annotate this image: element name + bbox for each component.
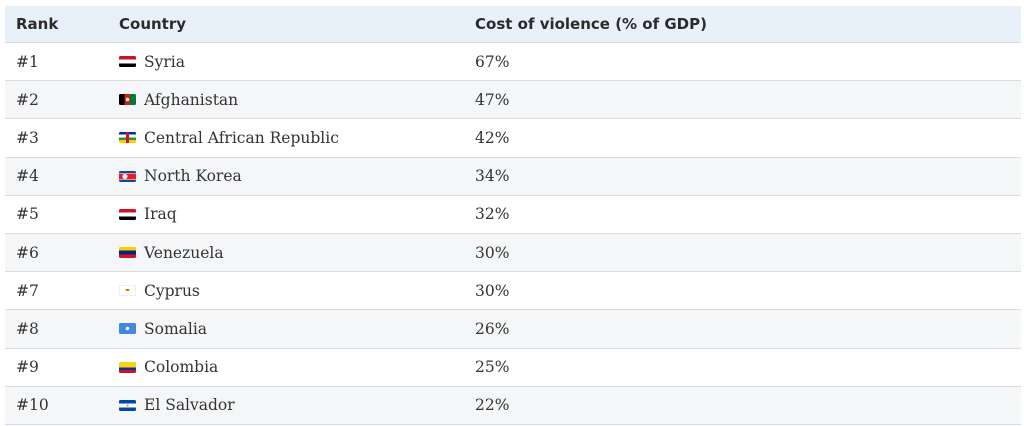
rank-cell: #7 — [16, 281, 39, 300]
rank-cell: #1 — [16, 52, 39, 71]
country-cell: Somalia — [119, 320, 475, 338]
country-cell: Cyprus — [119, 282, 475, 300]
table-body: #1 Syria 67% #2 Afghanistan 47% #3 Central Afri… — [5, 43, 1021, 425]
country-cell: Iraq — [119, 205, 475, 223]
table-row: #8 Somalia 26% — [5, 310, 1021, 349]
country-cell: Syria — [119, 53, 475, 71]
cost-cell: 34% — [475, 167, 510, 186]
country-cell: Afghanistan — [119, 91, 475, 109]
country-cell: Venezuela — [119, 244, 475, 262]
rank-column-header[interactable]: Rank — [16, 15, 59, 33]
cost-cell: 30% — [475, 281, 510, 300]
iraq-flag-icon — [119, 208, 136, 220]
table-row: #10 El Salvador 22% — [5, 386, 1021, 425]
rank-cell: #10 — [16, 396, 49, 415]
venezuela-flag-icon — [119, 247, 136, 259]
country-column-header[interactable]: Country — [119, 15, 187, 33]
country-name: Central African Republic — [144, 128, 339, 147]
north-korea-flag-icon — [119, 170, 136, 182]
table-row: #2 Afghanistan 47% — [5, 81, 1021, 120]
central-african-republic-flag-icon — [119, 132, 136, 144]
cost-cell: 30% — [475, 243, 510, 262]
country-name: Somalia — [144, 319, 208, 338]
country-cell: El Salvador — [119, 396, 475, 414]
country-name: Colombia — [144, 358, 219, 377]
cost-column-header[interactable]: Cost of violence (% of GDP) — [475, 15, 707, 33]
table-row: #3 Central African Republic 42% — [5, 119, 1021, 158]
cost-cell: 42% — [475, 128, 510, 147]
somalia-flag-icon — [119, 323, 136, 335]
cost-cell: 25% — [475, 358, 510, 377]
country-name: Iraq — [144, 205, 177, 224]
table-row: #5 Iraq 32% — [5, 195, 1021, 234]
cost-cell: 47% — [475, 90, 510, 109]
cyprus-flag-icon — [119, 285, 136, 297]
cost-cell: 32% — [475, 205, 510, 224]
country-name: El Salvador — [144, 396, 235, 415]
table-row: #7 Cyprus 30% — [5, 272, 1021, 311]
table-header: Rank Country Cost of violence (% of GDP) — [5, 6, 1021, 43]
table-row: #9 Colombia 25% — [5, 348, 1021, 387]
rank-cell: #9 — [16, 358, 39, 377]
el-salvador-flag-icon — [119, 399, 136, 411]
afghanistan-flag-icon — [119, 94, 136, 106]
rank-cell: #6 — [16, 243, 39, 262]
country-cell: Central African Republic — [119, 129, 475, 147]
country-cell: Colombia — [119, 358, 475, 376]
country-name: Syria — [144, 52, 185, 71]
table-row: #4 North Korea 34% — [5, 157, 1021, 196]
colombia-flag-icon — [119, 361, 136, 373]
cost-cell: 67% — [475, 52, 510, 71]
country-cell: North Korea — [119, 167, 475, 185]
country-name: Venezuela — [144, 243, 224, 262]
rank-cell: #4 — [16, 167, 39, 186]
rankings-table: Rank Country Cost of violence (% of GDP)… — [5, 6, 1021, 425]
country-name: Afghanistan — [144, 90, 239, 109]
country-name: North Korea — [144, 167, 242, 186]
country-name: Cyprus — [144, 281, 200, 300]
cost-cell: 26% — [475, 319, 510, 338]
syria-flag-icon — [119, 56, 136, 68]
table-row: #1 Syria 67% — [5, 43, 1021, 82]
rank-cell: #2 — [16, 90, 39, 109]
cost-cell: 22% — [475, 396, 510, 415]
rank-cell: #3 — [16, 128, 39, 147]
rank-cell: #5 — [16, 205, 39, 224]
rank-cell: #8 — [16, 319, 39, 338]
table-row: #6 Venezuela 30% — [5, 233, 1021, 273]
